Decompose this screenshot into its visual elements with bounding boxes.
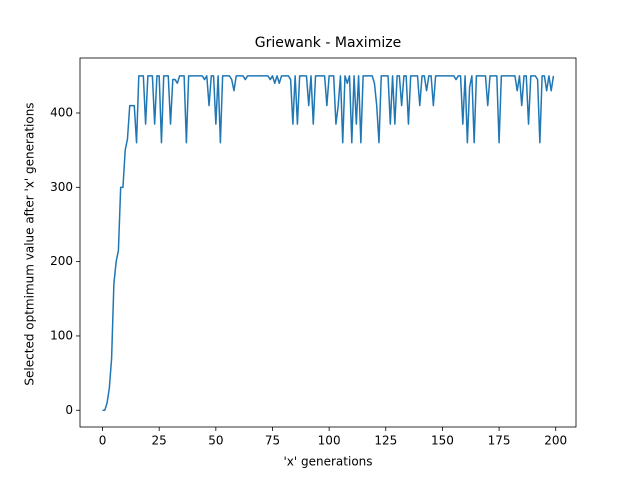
y-tick-label: 100 [50, 328, 73, 342]
data-line [102, 75, 555, 412]
x-tick-label: 100 [318, 434, 341, 448]
y-axis-label: Selected optmimum value after 'x' genera… [23, 102, 37, 385]
y-tick-label: 0 [65, 403, 73, 417]
x-tick-label: 200 [544, 434, 567, 448]
plot-frame [79, 57, 577, 428]
chart-title: Griewank - Maximize [255, 35, 401, 51]
y-tick-label: 300 [50, 180, 73, 194]
x-axis-label: 'x' generations [283, 455, 372, 469]
x-tick-label: 0 [99, 434, 107, 448]
x-tick-label: 50 [208, 434, 223, 448]
x-tick-label: 175 [488, 434, 511, 448]
y-tick-label: 200 [50, 254, 73, 268]
y-tick-label: 400 [50, 105, 73, 119]
x-tick-label: 25 [152, 434, 167, 448]
x-tick-label: 125 [374, 434, 397, 448]
x-tick-label: 150 [431, 434, 454, 448]
x-tick-label: 75 [265, 434, 280, 448]
